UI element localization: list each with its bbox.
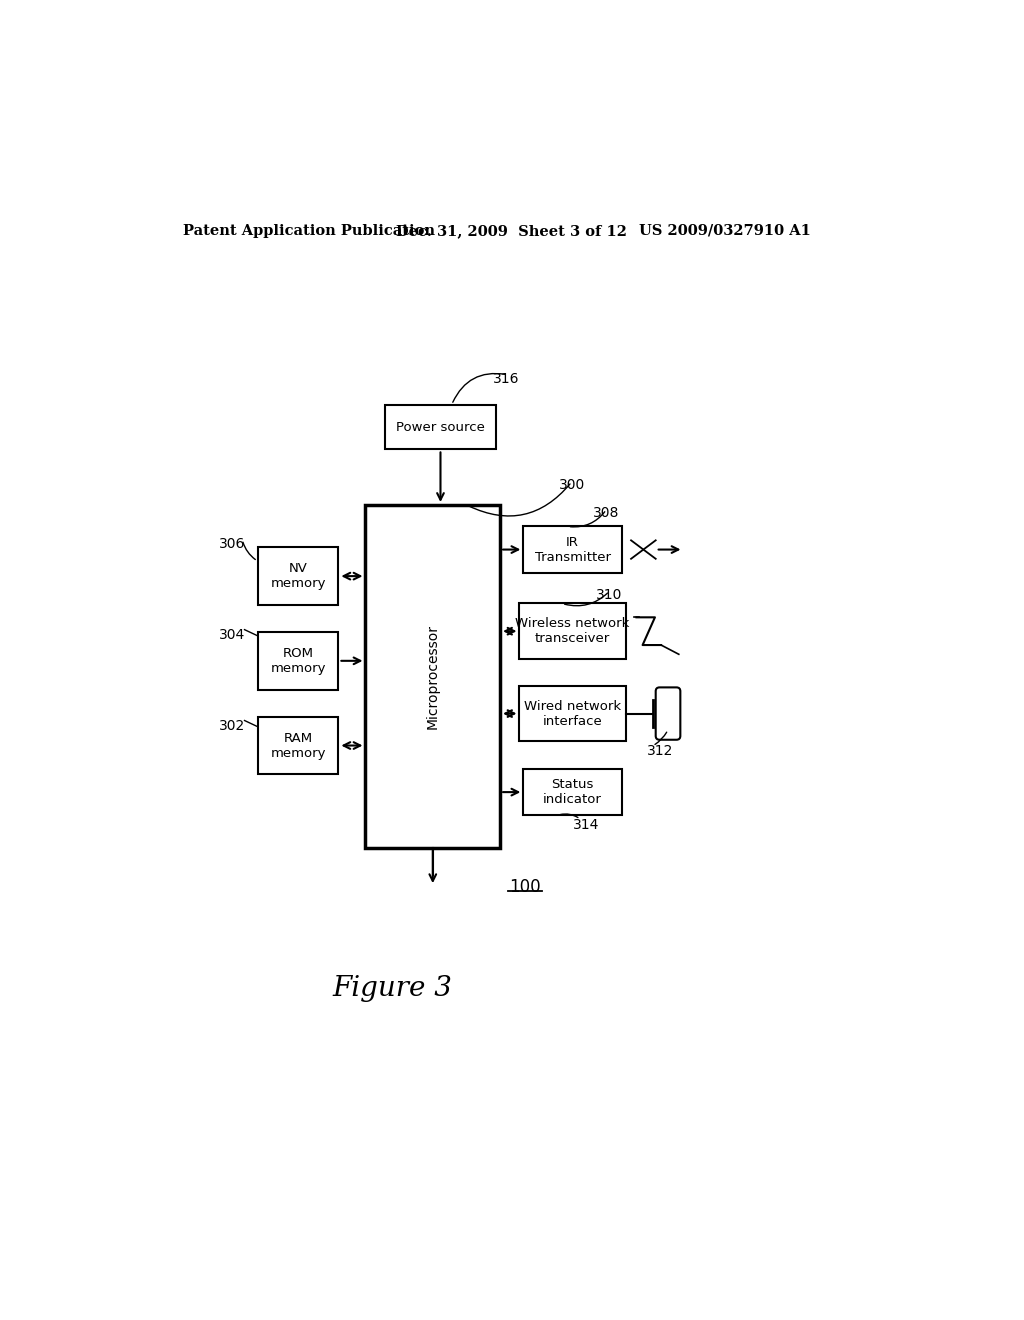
Text: US 2009/0327910 A1: US 2009/0327910 A1 — [639, 224, 811, 238]
Text: Patent Application Publication: Patent Application Publication — [183, 224, 435, 238]
Bar — [523, 770, 622, 816]
Text: Wireless network
transceiver: Wireless network transceiver — [515, 618, 630, 645]
Text: 302: 302 — [219, 719, 246, 733]
Text: Microprocessor: Microprocessor — [426, 624, 439, 729]
Text: Power source: Power source — [396, 421, 485, 434]
Text: Wired network
interface: Wired network interface — [524, 700, 622, 727]
Text: IR
Transmitter: IR Transmitter — [535, 536, 610, 564]
Text: ROM
memory: ROM memory — [270, 647, 326, 675]
Text: 314: 314 — [572, 817, 599, 832]
Text: NV
memory: NV memory — [270, 562, 326, 590]
Text: 300: 300 — [559, 478, 585, 492]
Bar — [258, 717, 339, 775]
Bar — [366, 506, 500, 847]
Text: 304: 304 — [219, 628, 246, 642]
Text: 308: 308 — [593, 507, 618, 520]
Bar — [258, 548, 339, 605]
Text: 100: 100 — [509, 878, 541, 896]
Bar — [519, 603, 626, 659]
Text: 312: 312 — [646, 743, 673, 758]
Text: Figure 3: Figure 3 — [333, 974, 453, 1002]
Text: RAM
memory: RAM memory — [270, 731, 326, 759]
Bar — [523, 527, 622, 573]
Bar — [258, 632, 339, 689]
Text: Dec. 31, 2009  Sheet 3 of 12: Dec. 31, 2009 Sheet 3 of 12 — [396, 224, 628, 238]
Text: 316: 316 — [493, 372, 519, 385]
Bar — [385, 405, 497, 449]
Text: Status
indicator: Status indicator — [543, 777, 602, 807]
Bar — [519, 686, 626, 742]
Text: 306: 306 — [219, 537, 246, 552]
FancyBboxPatch shape — [655, 688, 680, 739]
Text: 310: 310 — [596, 589, 623, 602]
